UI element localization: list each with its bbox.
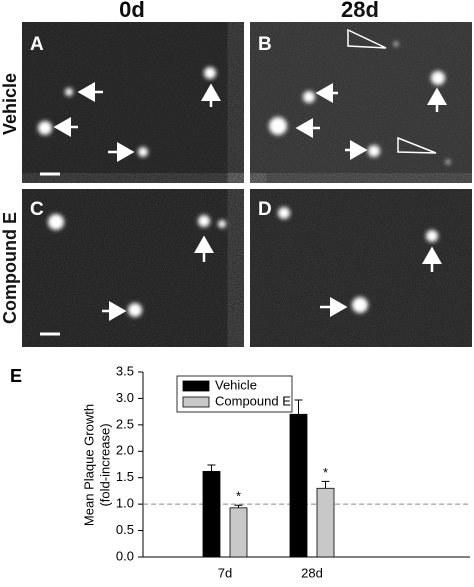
error-bar <box>207 464 216 472</box>
error-bar <box>321 480 330 489</box>
bar <box>289 413 308 558</box>
x-tick-label: 28d <box>301 565 323 580</box>
y-tick-label: 0.5 <box>116 522 134 537</box>
y-axis-label: (fold-increase) <box>97 423 112 506</box>
error-bar <box>294 399 303 415</box>
micrograph <box>22 22 472 347</box>
significance-marker: * <box>323 465 328 480</box>
y-tick-label: 3.5 <box>116 363 134 378</box>
row-header: Vehicle <box>0 73 20 135</box>
bar <box>316 487 335 558</box>
y-tick-label: 1.0 <box>116 496 134 511</box>
x-tick-label: 7d <box>218 565 232 580</box>
bar <box>229 507 248 558</box>
significance-marker: * <box>236 489 241 504</box>
y-tick-label: 1.5 <box>116 469 134 484</box>
panel-letter: A <box>30 34 44 55</box>
y-axis-label: Mean Plaque Growth <box>81 404 96 526</box>
y-tick-label: 2.5 <box>116 416 134 431</box>
panel-letter: B <box>258 34 272 55</box>
column-header: 28d <box>341 0 379 22</box>
error-bar <box>234 504 243 508</box>
panel-letter: D <box>258 199 272 220</box>
y-tick-label: 0.0 <box>116 548 134 563</box>
y-tick-label: 2.0 <box>116 443 134 458</box>
legend-label: Compound E <box>215 393 291 408</box>
legend-swatch <box>182 380 210 392</box>
column-header: 0d <box>119 0 145 22</box>
y-tick-label: 3.0 <box>116 390 134 405</box>
legend-swatch <box>182 396 210 408</box>
row-header: Compound E <box>0 212 20 324</box>
panel-letter: C <box>30 199 44 220</box>
legend-label: Vehicle <box>215 377 257 392</box>
bar <box>202 470 221 558</box>
panel-letter: E <box>10 366 22 386</box>
